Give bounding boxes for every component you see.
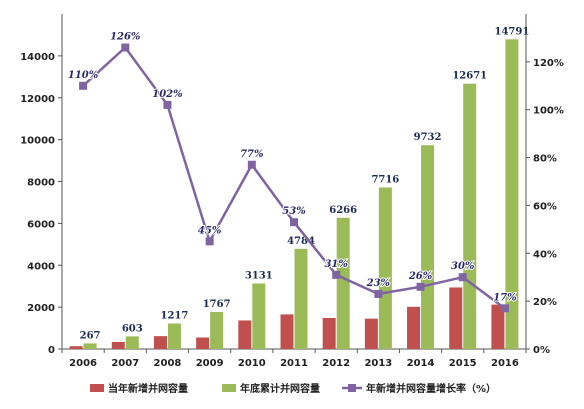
x-tick-label: 2015 xyxy=(449,358,477,369)
left-tick-label: 10000 xyxy=(20,136,55,147)
growth-value-label: 126% xyxy=(110,32,141,43)
left-tick-label: 2000 xyxy=(27,303,55,314)
bar-value-label: 267 xyxy=(80,330,101,341)
legend-marker-growth xyxy=(348,384,356,392)
bar-value-label: 3131 xyxy=(245,270,273,281)
bar-cumulative xyxy=(463,83,477,350)
legend-label-cumulative: 年底累计并网容量 xyxy=(240,382,320,395)
bar-cumulative xyxy=(294,248,308,349)
growth-point xyxy=(458,273,467,282)
growth-point xyxy=(374,289,383,298)
bar-annual-added xyxy=(322,317,336,349)
growth-value-label: 45% xyxy=(198,225,222,236)
bar-annual-added xyxy=(153,336,167,349)
growth-point xyxy=(416,282,425,291)
bar-annual-added xyxy=(69,346,83,349)
bar-cumulative xyxy=(505,39,519,349)
left-tick-label: 8000 xyxy=(27,178,55,189)
growth-point xyxy=(247,160,256,169)
right-tick-label: 20% xyxy=(533,297,557,308)
left-tick-label: 14000 xyxy=(20,52,55,63)
bar-cumulative xyxy=(210,312,224,349)
growth-value-label: 26% xyxy=(408,271,433,282)
x-tick-label: 2009 xyxy=(196,358,224,369)
legend-label-annual-added: 当年新增并网容量 xyxy=(108,382,188,395)
growth-value-label: 17% xyxy=(493,292,517,303)
bar-annual-added xyxy=(238,320,252,349)
left-tick-label: 0 xyxy=(48,345,55,356)
x-tick-label: 2007 xyxy=(111,358,139,369)
growth-value-label: 31% xyxy=(324,259,348,270)
bar-annual-added xyxy=(449,287,463,349)
bar-annual-added xyxy=(491,304,505,349)
x-tick-label: 2010 xyxy=(238,358,266,369)
right-tick-label: 80% xyxy=(533,154,557,165)
x-axis-ticks: 2006 2007 2008 2009 2010 2011 2012 2013 2014 2015… xyxy=(61,349,527,369)
bar-annual-added xyxy=(111,341,125,349)
bar-cumulative xyxy=(336,217,350,349)
growth-value-label: 102% xyxy=(152,89,183,100)
growth-value-label: 53% xyxy=(282,206,306,217)
growth-point xyxy=(121,43,130,52)
bar-cumulative xyxy=(125,336,139,349)
bar-cumulative xyxy=(421,145,435,349)
bar-value-label: 603 xyxy=(122,323,143,334)
bar-value-label: 14791 xyxy=(495,26,530,37)
growth-value-label: 30% xyxy=(451,261,475,272)
right-tick-label: 40% xyxy=(533,249,557,260)
right-tick-label: 60% xyxy=(533,201,557,212)
right-tick-label: 120% xyxy=(533,58,564,69)
growth-value-label: 23% xyxy=(366,278,391,289)
legend-swatch-annual-added xyxy=(90,384,104,392)
legend-swatch-cumulative xyxy=(222,384,236,392)
left-tick-label: 12000 xyxy=(20,94,55,105)
growth-point xyxy=(79,81,88,90)
growth-point xyxy=(205,237,214,246)
bar-value-label: 6266 xyxy=(329,205,357,216)
x-tick-label: 2008 xyxy=(154,358,182,369)
right-tick-label: 0% xyxy=(533,345,550,356)
x-tick-label: 2011 xyxy=(280,358,308,369)
legend-label-growth: 年新增并网容量增长率（%） xyxy=(366,382,496,395)
bar-annual-added xyxy=(364,318,378,349)
growth-point xyxy=(500,304,509,313)
bar-value-label: 7716 xyxy=(371,174,399,185)
growth-point xyxy=(332,270,341,279)
bar-labels: 267 603 1217 1767 3131 4784 6266 7716 9732 12671 1… xyxy=(80,26,530,341)
growth-line: 110% 126% 102% 45% 77% 53% 31% 23% 26% 30% 17% xyxy=(67,31,518,313)
growth-line-path xyxy=(82,45,506,310)
bar-value-label: 1217 xyxy=(161,311,189,322)
bar-annual-added xyxy=(196,337,210,349)
left-tick-label: 4000 xyxy=(27,261,55,272)
x-tick-label: 2013 xyxy=(364,358,392,369)
x-tick-label: 2014 xyxy=(407,358,435,369)
left-tick-label: 6000 xyxy=(27,219,55,230)
bar-cumulative xyxy=(252,283,266,349)
growth-value-label: 77% xyxy=(240,149,264,160)
bar-annual-added xyxy=(280,314,294,349)
bar-value-label: 4784 xyxy=(287,236,315,247)
bar-cumulative xyxy=(378,187,392,349)
bar-cumulative xyxy=(167,323,181,349)
x-tick-label: 2006 xyxy=(69,358,97,369)
bars xyxy=(69,39,519,350)
left-axis-ticks: 0 2000 4000 6000 8000 10000 12000 14000 xyxy=(20,52,62,356)
bar-value-label: 12671 xyxy=(452,71,487,82)
x-tick-label: 2016 xyxy=(491,358,519,369)
right-tick-label: 100% xyxy=(533,106,564,117)
x-tick-label: 2012 xyxy=(322,358,350,369)
growth-value-label: 110% xyxy=(68,70,99,81)
legend: 当年新增并网容量 年底累计并网容量 年新增并网容量增长率（%） xyxy=(90,382,496,395)
bar-cumulative xyxy=(83,343,97,349)
bar-value-label: 9732 xyxy=(414,132,442,143)
growth-point xyxy=(290,218,298,227)
bar-value-label: 1767 xyxy=(203,299,231,310)
right-axis-ticks: 0% 20% 40% 60% 80% 100% 120% xyxy=(526,58,564,356)
bar-annual-added xyxy=(407,306,421,349)
growth-point xyxy=(163,100,172,109)
